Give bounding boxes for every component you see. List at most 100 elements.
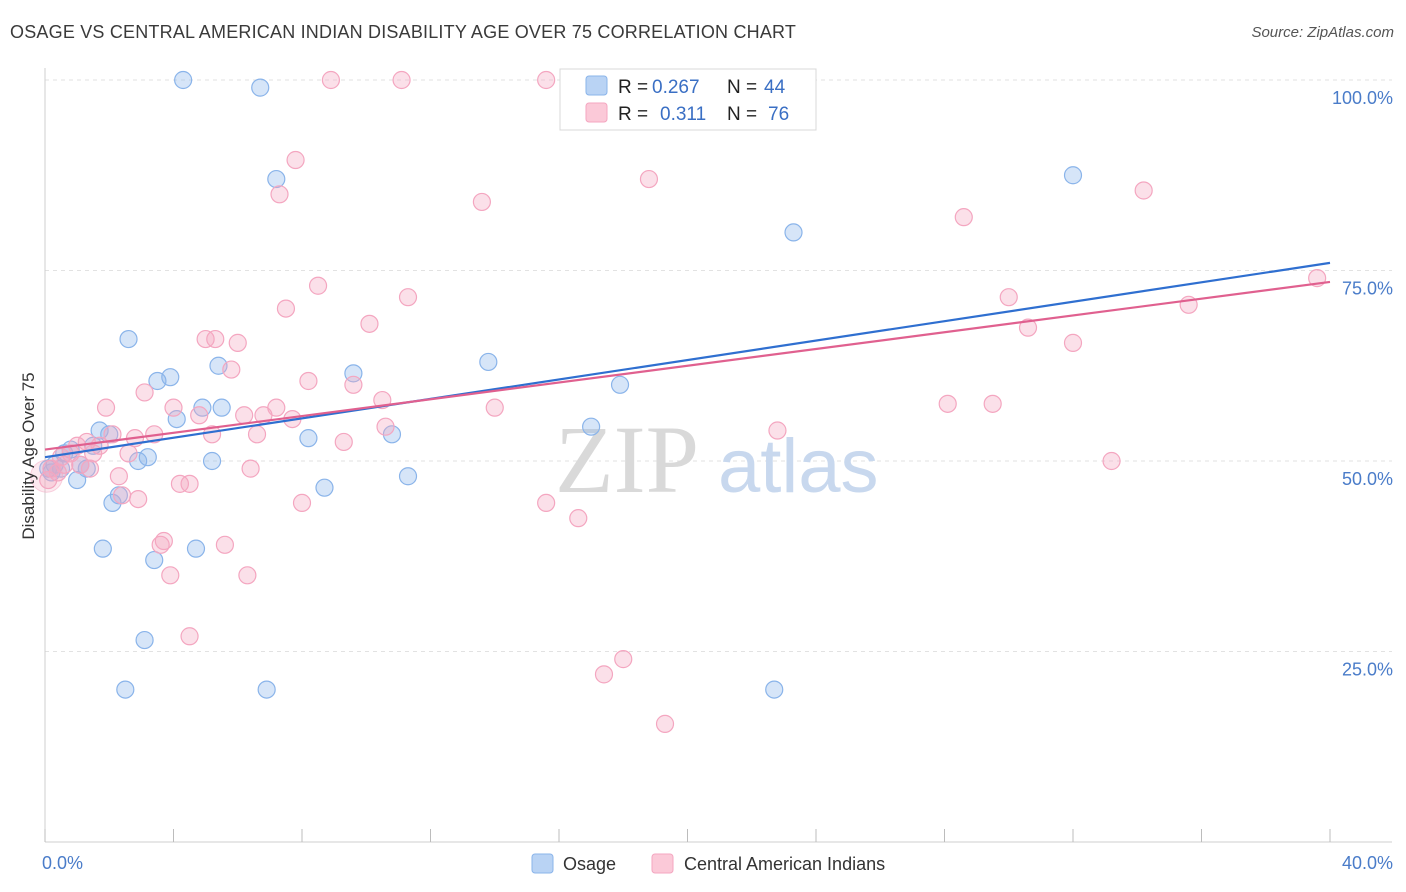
cai-point-43 bbox=[286, 150, 305, 170]
cai-point-40 bbox=[270, 185, 289, 204]
cai-point-55 bbox=[472, 192, 491, 212]
cai-point-52 bbox=[376, 417, 395, 436]
cai-point-69 bbox=[1018, 318, 1038, 337]
cai-point-25 bbox=[180, 627, 199, 646]
cai-point-cluster bbox=[30, 459, 64, 493]
cai-point-49 bbox=[344, 375, 363, 394]
cai-point-33 bbox=[228, 333, 247, 352]
legend-r-label-cai: R = bbox=[618, 104, 648, 125]
osage-point-26 bbox=[202, 451, 222, 471]
cai-point-2 bbox=[48, 463, 67, 482]
legend-n-label-cai: N = bbox=[727, 104, 757, 125]
cai-point-21 bbox=[154, 531, 173, 551]
cai-point-0 bbox=[39, 470, 58, 490]
y-tick-label-50: 50.0% bbox=[1342, 469, 1393, 489]
cai-point-63 bbox=[655, 714, 675, 733]
x-tick-label-min: 0.0% bbox=[42, 853, 83, 873]
osage-point-41 bbox=[784, 223, 803, 242]
y-tick-labels: 25.0% 50.0% 75.0% 100.0% bbox=[1332, 88, 1393, 680]
osage-point-33 bbox=[315, 478, 334, 497]
cai-point-57 bbox=[537, 70, 556, 90]
series-legend-cai: Central American Indians bbox=[684, 854, 885, 874]
source-label: Source: ZipAtlas.com bbox=[1251, 24, 1394, 41]
cai-point-54 bbox=[398, 288, 418, 307]
cai-point-45 bbox=[299, 371, 318, 391]
axes bbox=[44, 68, 1392, 843]
osage-point-22 bbox=[167, 409, 186, 429]
cai-point-15 bbox=[119, 444, 138, 463]
osage-point-24 bbox=[186, 539, 206, 558]
cai-point-66 bbox=[954, 208, 973, 227]
osage-point-31 bbox=[267, 169, 286, 189]
cai-point-47 bbox=[321, 70, 341, 90]
cai-point-22 bbox=[161, 566, 180, 585]
cai-point-32 bbox=[222, 360, 241, 379]
cai-point-34 bbox=[235, 406, 254, 425]
cai-point-60 bbox=[594, 665, 614, 684]
cai-point-11 bbox=[96, 398, 116, 417]
legend-swatch-osage bbox=[585, 75, 608, 96]
osage-point-37 bbox=[479, 352, 498, 372]
cai-point-26 bbox=[180, 474, 199, 493]
cai-point-31 bbox=[215, 535, 234, 554]
osage-point-16 bbox=[129, 451, 148, 471]
cai-point-14 bbox=[112, 486, 132, 505]
series-legend-osage: Osage bbox=[563, 854, 616, 874]
cai-point-56 bbox=[485, 398, 504, 417]
cai-point-53 bbox=[392, 70, 411, 90]
watermark-zip: ZIP bbox=[555, 406, 699, 513]
x-tick-labels: 0.0% 40.0% bbox=[42, 853, 1393, 873]
cai-point-68 bbox=[999, 288, 1018, 307]
y-axis-label: Disability Age Over 75 bbox=[19, 372, 38, 539]
cai-point-65 bbox=[938, 394, 957, 413]
legend-r-value-osage: 0.267 bbox=[652, 77, 700, 98]
osage-point-42 bbox=[1063, 166, 1083, 185]
legend-n-value-osage: 44 bbox=[764, 77, 786, 98]
cai-point-17 bbox=[129, 490, 148, 509]
cai-point-18 bbox=[135, 383, 154, 402]
cai-point-23 bbox=[164, 398, 183, 417]
watermark-atlas: atlas bbox=[718, 424, 879, 509]
osage-point-15 bbox=[119, 329, 138, 349]
cai-point-70 bbox=[1063, 333, 1083, 352]
cai-point-67 bbox=[983, 394, 1002, 413]
cai-point-28 bbox=[196, 329, 215, 349]
osage-point-10 bbox=[93, 539, 112, 558]
legend-r-label-osage: R = bbox=[618, 77, 648, 98]
legend-swatch-cai bbox=[585, 102, 608, 123]
series-legend-swatch-osage bbox=[531, 853, 554, 874]
legend-r-value-cai: 0.311 bbox=[660, 104, 706, 125]
cai-point-41 bbox=[276, 299, 296, 318]
legend-n-value-cai: 76 bbox=[768, 104, 789, 125]
y-tick-label-75: 75.0% bbox=[1342, 279, 1393, 299]
cai-point-71 bbox=[1102, 451, 1121, 471]
grid-lines bbox=[45, 79, 1392, 652]
cai-point-46 bbox=[308, 276, 328, 295]
cai-point-30 bbox=[206, 329, 225, 349]
watermark: ZIP atlas bbox=[555, 406, 879, 513]
cai-point-61 bbox=[614, 650, 633, 669]
osage-point-36 bbox=[398, 467, 418, 486]
stats-legend: R = 0.267 N = 44 R = 0.311 N = 76 bbox=[559, 68, 817, 131]
osage-point-38 bbox=[582, 417, 601, 436]
cai-point-24 bbox=[170, 474, 190, 493]
cai-point-7 bbox=[71, 455, 90, 474]
cai-point-27 bbox=[190, 406, 209, 425]
cai-point-72 bbox=[1134, 181, 1153, 200]
cai-point-36 bbox=[241, 459, 260, 478]
osage-point-12 bbox=[103, 493, 122, 513]
x-tick-label-max: 40.0% bbox=[1342, 853, 1393, 873]
osage-point-18 bbox=[138, 448, 157, 467]
cai-point-64 bbox=[768, 421, 787, 440]
osage-point-19 bbox=[145, 550, 164, 570]
cai-point-37 bbox=[247, 425, 267, 444]
series-legend-swatch-cai bbox=[651, 853, 674, 874]
series-legend: Osage Central American Indians bbox=[531, 853, 885, 874]
cai-point-62 bbox=[639, 169, 659, 189]
cai-point-44 bbox=[292, 493, 312, 513]
cai-point-48 bbox=[334, 432, 353, 452]
cai-point-75 bbox=[80, 459, 100, 478]
osage-point-17 bbox=[135, 630, 154, 650]
osage-point-39 bbox=[610, 375, 630, 394]
